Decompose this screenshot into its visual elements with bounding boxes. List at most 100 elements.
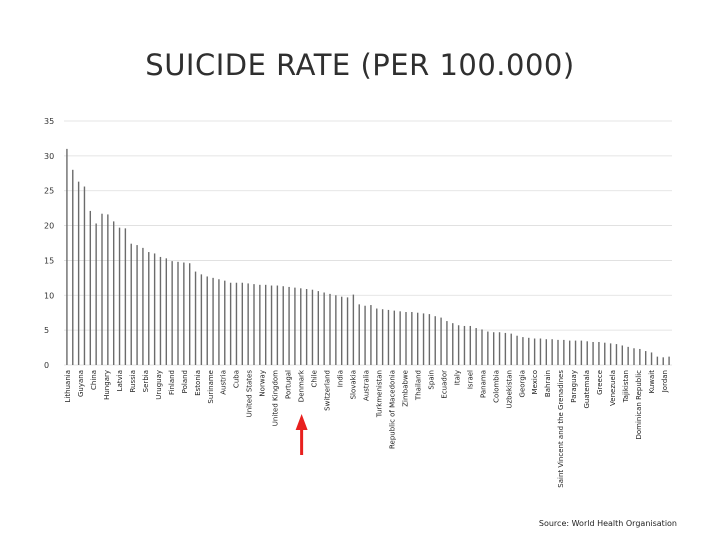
bar bbox=[416, 312, 419, 365]
x-tick-label: Turkmenistan bbox=[375, 370, 383, 418]
x-tick-label: Austria bbox=[220, 370, 228, 395]
bar bbox=[487, 331, 489, 365]
bar bbox=[335, 295, 337, 365]
bar bbox=[194, 271, 197, 365]
x-tick-label: Serbia bbox=[142, 370, 150, 392]
bar bbox=[282, 286, 284, 365]
x-tick-label: Greece bbox=[596, 370, 604, 395]
x-tick-label: United States bbox=[246, 370, 254, 418]
arrow-shaft bbox=[300, 428, 304, 455]
bar bbox=[235, 282, 238, 365]
y-tick-label: 15 bbox=[44, 256, 54, 265]
bar bbox=[452, 323, 454, 365]
bar bbox=[411, 312, 413, 365]
x-tick-label: Switzerland bbox=[324, 370, 332, 411]
bar bbox=[621, 345, 624, 365]
bar bbox=[253, 284, 255, 365]
x-tick-label: Poland bbox=[181, 370, 189, 393]
bar bbox=[247, 283, 249, 365]
bar bbox=[405, 312, 407, 365]
bar bbox=[387, 309, 390, 365]
bar bbox=[381, 309, 384, 365]
bar bbox=[516, 335, 518, 365]
x-tick-label: Georgia bbox=[518, 370, 526, 397]
x-tick-label: United Kingdom bbox=[272, 370, 280, 426]
bar bbox=[259, 284, 261, 365]
bar bbox=[188, 263, 191, 365]
bar bbox=[183, 262, 185, 365]
bar bbox=[627, 346, 629, 365]
x-tick-label: Jordan bbox=[661, 370, 669, 393]
x-tick-label: Mexico bbox=[531, 370, 539, 394]
x-tick-label: Russia bbox=[129, 370, 137, 393]
y-tick-label: 35 bbox=[44, 117, 54, 126]
bar bbox=[83, 186, 86, 365]
x-tick-label: Guatemala bbox=[583, 370, 591, 409]
bar bbox=[148, 252, 150, 365]
x-tick-label: Panama bbox=[479, 370, 487, 398]
bar bbox=[428, 314, 431, 365]
x-tick-label: Suriname bbox=[207, 370, 215, 404]
x-tick-label: Denmark bbox=[298, 369, 306, 402]
bar bbox=[522, 337, 524, 365]
bar bbox=[668, 356, 670, 365]
bar bbox=[352, 294, 355, 365]
bar bbox=[604, 342, 606, 365]
bar bbox=[592, 341, 594, 365]
bar bbox=[340, 296, 343, 365]
bar bbox=[136, 245, 138, 365]
x-tick-label: Norway bbox=[259, 370, 267, 397]
bar bbox=[218, 279, 220, 365]
bars bbox=[66, 148, 670, 365]
bar bbox=[323, 292, 325, 365]
bar bbox=[469, 325, 472, 365]
bar bbox=[434, 316, 436, 365]
bar bbox=[563, 339, 565, 365]
y-tick-label: 30 bbox=[44, 152, 54, 161]
bar bbox=[510, 333, 512, 365]
gridlines bbox=[64, 120, 672, 366]
bar bbox=[615, 344, 618, 365]
bar bbox=[656, 356, 659, 365]
bar bbox=[206, 276, 208, 365]
bar bbox=[118, 227, 121, 365]
chart-title: SUICIDE RATE (PER 100.000) bbox=[145, 48, 575, 82]
bar bbox=[270, 285, 273, 365]
x-tick-label: China bbox=[90, 370, 98, 390]
bar bbox=[165, 258, 168, 365]
y-tick-label: 10 bbox=[44, 291, 54, 300]
bar bbox=[609, 343, 612, 365]
x-tick-label: Paraguay bbox=[570, 370, 578, 403]
bar bbox=[376, 308, 378, 365]
bar bbox=[276, 285, 279, 365]
bar bbox=[586, 341, 588, 365]
bar bbox=[481, 329, 483, 365]
bar bbox=[650, 352, 653, 365]
x-axis-labels: Lithuania Guyana China Hungary Latvia Russia S… bbox=[64, 369, 669, 488]
bar bbox=[551, 339, 553, 365]
x-tick-label: Colombia bbox=[492, 370, 500, 403]
bar bbox=[305, 289, 308, 365]
bar bbox=[95, 223, 97, 365]
bar bbox=[639, 348, 641, 365]
bar bbox=[533, 338, 536, 365]
bar bbox=[77, 181, 80, 365]
x-tick-label: Latvia bbox=[116, 370, 124, 391]
y-tick-label: 20 bbox=[44, 222, 54, 231]
bar bbox=[112, 221, 115, 365]
x-tick-label: Saint Vincent and the Grenadines bbox=[557, 370, 565, 488]
x-tick-label: Portugal bbox=[285, 370, 293, 399]
bar bbox=[370, 305, 372, 365]
x-tick-label: India bbox=[337, 370, 345, 387]
bar bbox=[72, 169, 74, 365]
bar bbox=[264, 284, 267, 365]
x-tick-label: Bahrain bbox=[544, 370, 552, 397]
bar bbox=[346, 297, 349, 365]
bar bbox=[528, 337, 530, 365]
bar bbox=[171, 261, 173, 365]
bar bbox=[130, 243, 132, 365]
x-tick-label: Italy bbox=[453, 370, 461, 385]
bar bbox=[446, 321, 448, 365]
bar bbox=[142, 247, 144, 365]
bar bbox=[539, 338, 542, 365]
